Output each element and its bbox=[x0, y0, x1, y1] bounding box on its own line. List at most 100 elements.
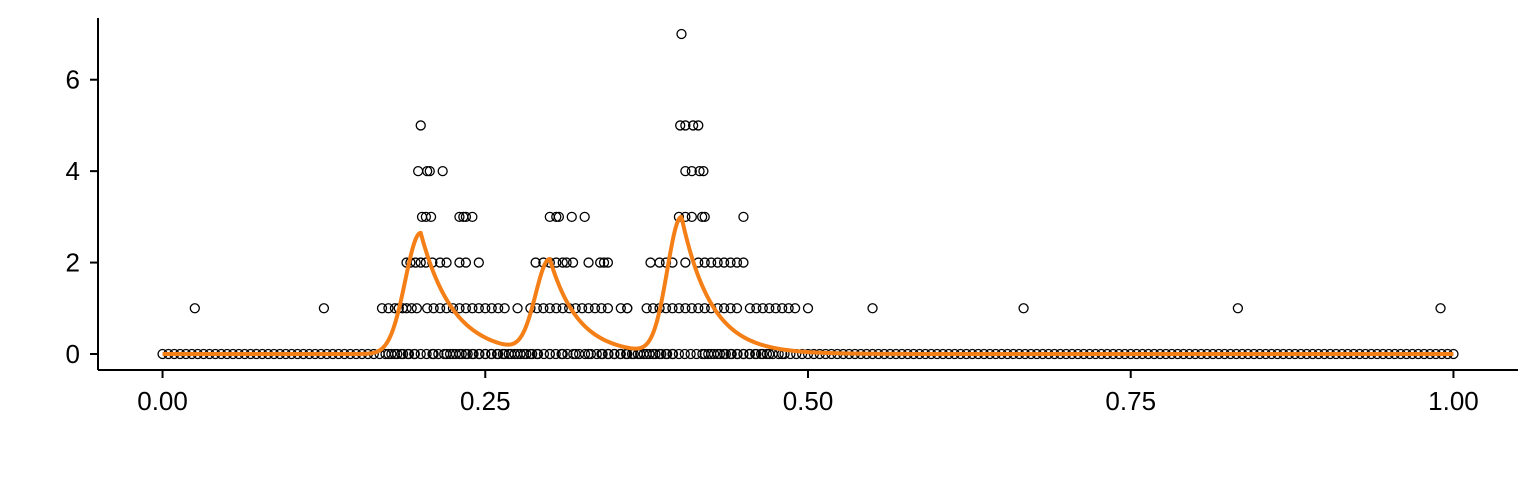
data-point bbox=[467, 211, 478, 223]
data-point bbox=[460, 303, 472, 314]
data-point bbox=[615, 303, 626, 314]
data-point bbox=[751, 348, 762, 360]
data-point bbox=[420, 211, 432, 223]
data-point bbox=[562, 348, 573, 360]
data-point bbox=[591, 348, 602, 360]
data-point bbox=[1018, 303, 1029, 314]
data-point bbox=[744, 303, 756, 314]
data-point bbox=[425, 211, 437, 223]
data-point bbox=[409, 348, 420, 360]
x-tick-label: 0.50 bbox=[783, 386, 834, 416]
data-point bbox=[680, 257, 691, 268]
data-point bbox=[757, 303, 768, 314]
data-point bbox=[499, 348, 510, 360]
data-point bbox=[512, 303, 523, 314]
data-point bbox=[699, 257, 710, 268]
points-layer bbox=[157, 28, 1459, 360]
data-point bbox=[551, 211, 562, 223]
data-point bbox=[694, 165, 705, 177]
data-point bbox=[693, 120, 704, 131]
data-point bbox=[738, 211, 749, 223]
data-point bbox=[698, 165, 709, 177]
y-tick-label: 4 bbox=[66, 156, 80, 186]
data-point bbox=[437, 165, 448, 177]
data-point bbox=[693, 303, 704, 314]
data-point bbox=[434, 257, 446, 268]
data-point bbox=[493, 303, 504, 314]
y-tick-label: 2 bbox=[66, 248, 80, 278]
data-point bbox=[867, 303, 878, 314]
data-point bbox=[512, 348, 523, 360]
data-point bbox=[595, 257, 606, 268]
data-point bbox=[557, 303, 568, 314]
axes-layer: 0.00 0.25 0.50 0.75 1.00 0 2 4 6 bbox=[66, 18, 1518, 416]
data-point bbox=[783, 303, 794, 314]
data-point bbox=[691, 348, 702, 360]
data-point bbox=[686, 211, 697, 223]
data-point bbox=[685, 348, 696, 360]
data-point bbox=[530, 257, 541, 268]
data-point bbox=[699, 348, 710, 360]
data-point bbox=[602, 257, 614, 268]
data-point bbox=[777, 303, 788, 314]
data-point bbox=[567, 257, 579, 268]
data-point bbox=[598, 257, 610, 268]
data-point bbox=[406, 303, 417, 314]
data-point bbox=[687, 120, 699, 131]
x-tick-label: 1.00 bbox=[1428, 386, 1479, 416]
data-point bbox=[473, 348, 484, 360]
data-point bbox=[576, 303, 588, 314]
data-point bbox=[725, 257, 736, 268]
data-point bbox=[480, 348, 491, 360]
data-point bbox=[679, 348, 690, 360]
data-point bbox=[680, 303, 691, 314]
data-point bbox=[499, 303, 510, 314]
data-point bbox=[411, 303, 423, 314]
data-point bbox=[473, 257, 484, 268]
data-point bbox=[770, 303, 781, 314]
data-point bbox=[566, 211, 577, 223]
data-point bbox=[596, 348, 607, 360]
data-point bbox=[706, 257, 717, 268]
data-point bbox=[757, 348, 768, 360]
data-point bbox=[544, 303, 555, 314]
data-point bbox=[557, 348, 568, 360]
data-point bbox=[389, 348, 401, 360]
data-point bbox=[486, 348, 497, 360]
data-point bbox=[493, 348, 504, 360]
data-point bbox=[467, 303, 478, 314]
data-point bbox=[454, 257, 465, 268]
data-point bbox=[579, 211, 590, 223]
data-point bbox=[473, 303, 484, 314]
data-point bbox=[673, 303, 685, 314]
data-point bbox=[764, 303, 775, 314]
data-point bbox=[645, 257, 656, 268]
data-point bbox=[667, 303, 678, 314]
data-point bbox=[718, 303, 730, 314]
data-point bbox=[686, 303, 697, 314]
y-tick-label: 0 bbox=[66, 339, 80, 369]
data-point bbox=[583, 257, 594, 268]
data-point bbox=[796, 348, 808, 360]
data-point bbox=[615, 348, 626, 360]
data-point bbox=[189, 303, 200, 314]
data-point bbox=[454, 211, 465, 223]
data-point bbox=[647, 348, 659, 360]
data-point bbox=[1435, 303, 1446, 314]
data-point bbox=[434, 303, 446, 314]
data-point bbox=[583, 348, 594, 360]
data-point bbox=[699, 303, 710, 314]
x-tick-label: 0.25 bbox=[460, 386, 511, 416]
data-point bbox=[641, 303, 652, 314]
data-point bbox=[731, 348, 743, 360]
data-point bbox=[602, 348, 614, 360]
data-point bbox=[486, 303, 497, 314]
data-point bbox=[706, 348, 717, 360]
data-point bbox=[699, 211, 710, 223]
data-point bbox=[460, 257, 472, 268]
data-point bbox=[654, 257, 665, 268]
data-point bbox=[422, 165, 433, 177]
curve-layer bbox=[161, 214, 1455, 356]
